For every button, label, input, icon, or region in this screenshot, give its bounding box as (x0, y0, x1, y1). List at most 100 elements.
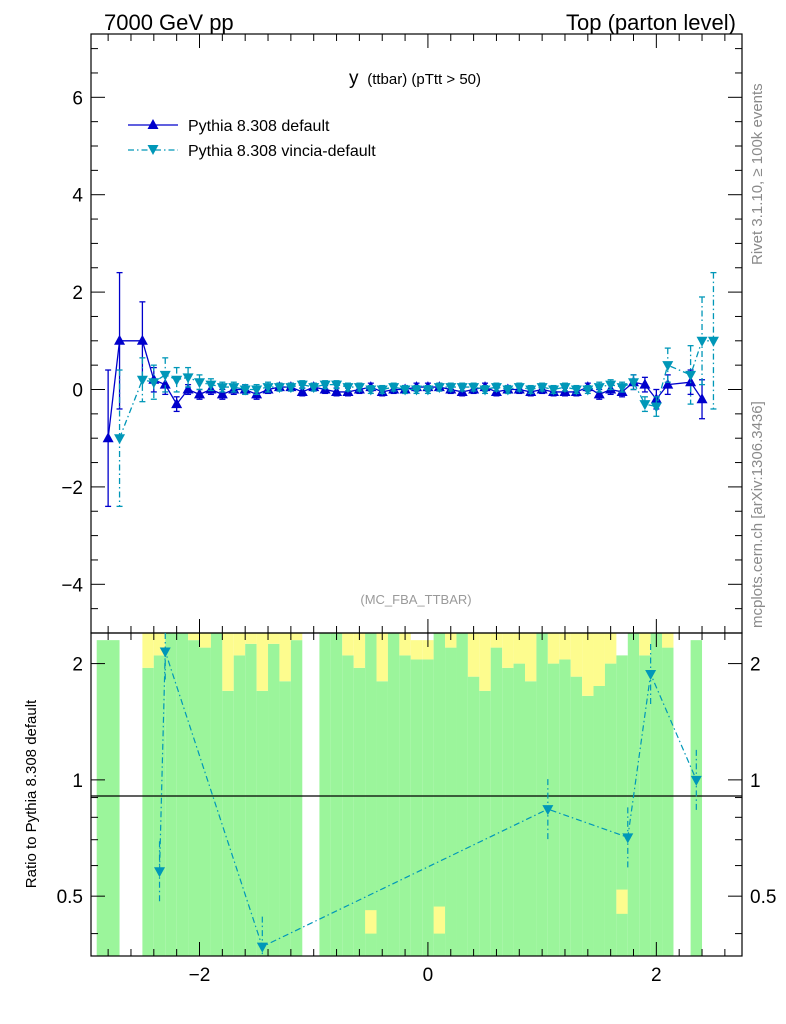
ratio-band-yellow (290, 633, 303, 641)
data-point-default (102, 432, 114, 443)
ratio-band-green (604, 663, 617, 956)
ratio-band-yellow (422, 640, 434, 660)
ratio-y-tick-label: 0.5 (57, 887, 83, 908)
ratio-uncertainty-bands (96, 633, 703, 956)
legend-label-default: Pythia 8.308 default (188, 118, 330, 135)
ratio-band-green (547, 663, 560, 956)
ratio-band-green (222, 690, 234, 956)
data-point-vincia (331, 380, 343, 391)
ratio-y-tick-label-right: 2 (750, 655, 761, 676)
data-point-vincia (696, 336, 708, 347)
ratio-band-green (445, 647, 457, 956)
ratio-band-yellow (410, 640, 423, 660)
main-y-tick-label: 4 (72, 186, 83, 207)
data-point-vincia (628, 378, 639, 389)
ratio-band-green (422, 659, 434, 956)
main-y-tick-label: −4 (61, 575, 83, 596)
main-y-axis: −4 −2 0 2 4 6 (61, 48, 742, 634)
ratio-band-yellow (559, 633, 571, 660)
ratio-points (154, 633, 702, 956)
data-point-default (331, 385, 343, 396)
data-point-default (593, 388, 605, 399)
data-point-vincia (593, 383, 605, 394)
data-point-vincia (582, 385, 594, 396)
data-point-default (639, 378, 651, 389)
data-point-vincia (456, 383, 468, 394)
ratio-band-green (616, 655, 628, 956)
ratio-band-yellow (188, 633, 200, 641)
ratio-band-green (256, 690, 269, 956)
ratio-x-tick-label: −2 (189, 965, 211, 986)
ratio-band-green (570, 676, 583, 956)
ratio-band-yellow (513, 633, 525, 664)
ratio-point-vincia (256, 942, 268, 953)
ratio-band-green (559, 659, 571, 956)
ratio-y-tick-label: 2 (72, 655, 83, 676)
ratio-band-green (319, 633, 331, 956)
data-point-vincia (365, 385, 377, 396)
main-y-tick-label: 2 (72, 283, 83, 304)
data-point-default (171, 398, 183, 409)
series-layer (102, 271, 719, 508)
data-point-vincia (285, 383, 297, 394)
main-y-tick-label: 0 (72, 381, 83, 402)
ratio-band-yellow (662, 633, 674, 648)
ratio-band-green (176, 633, 189, 956)
ratio-band-green (467, 676, 480, 956)
data-point-default (136, 334, 148, 345)
main-x-axis (107, 34, 726, 633)
ratio-band-green (639, 655, 651, 956)
ratio-band-green (330, 633, 343, 956)
main-y-tick-label: −2 (61, 478, 83, 499)
data-point-vincia (239, 385, 251, 396)
ratio-y-axis: 0.5 0.5 1 1 2 2 (57, 655, 776, 935)
ratio-band-green (662, 647, 674, 956)
plot-title: y (ttbar) (pTtt > 50) (349, 68, 481, 89)
data-point-default (662, 378, 674, 389)
ratio-band-yellow (353, 633, 366, 668)
data-point-vincia (319, 380, 331, 391)
data-point-vincia (548, 385, 560, 396)
legend-marker-default (147, 119, 159, 129)
data-point-vincia (433, 383, 445, 394)
ratio-band-yellow (604, 633, 617, 664)
plot-title-sub: (ttbar) (pTtt > 50) (367, 71, 481, 88)
data-point-default (114, 334, 126, 345)
ratio-band-yellow (342, 633, 354, 656)
ratio-band-green (593, 685, 605, 956)
ratio-x-tick-label: 0 (423, 965, 434, 986)
ratio-point-vincia (622, 833, 634, 844)
ratio-band-yellow (582, 633, 594, 696)
data-point-vincia (205, 380, 217, 391)
data-point-default (194, 388, 205, 399)
ratio-band-green (165, 633, 177, 956)
data-point-default (216, 388, 228, 399)
data-point-vincia (605, 380, 617, 391)
data-point-vincia (502, 385, 514, 396)
ratio-ylabel: Ratio to Pythia 8.308 default (23, 699, 40, 888)
ratio-y-tick-label: 1 (72, 771, 83, 792)
ratio-point-vincia (645, 669, 657, 680)
mcplots-label: mcplots.cern.ch [arXiv:1306.3436] (749, 401, 766, 628)
data-point-vincia (228, 383, 240, 394)
data-point-vincia (308, 383, 320, 394)
ratio-band-green (490, 647, 503, 956)
ratio-band-yellow (490, 633, 503, 648)
data-point-vincia (468, 383, 480, 394)
data-point-vincia (639, 400, 651, 411)
ratio-band-green (199, 647, 211, 956)
ratio-band-yellow (376, 633, 388, 682)
data-point-default (159, 378, 171, 389)
data-point-default (182, 383, 194, 394)
ratio-band-green (188, 640, 200, 956)
data-point-vincia (353, 383, 365, 394)
ratio-band-green (525, 681, 537, 956)
data-point-vincia (513, 383, 525, 394)
ratio-band-green (342, 655, 354, 956)
ratio-x-tick-label: 2 (651, 965, 662, 986)
legend-label-vincia: Pythia 8.308 vincia-default (188, 143, 376, 160)
ratio-band-green (153, 655, 166, 956)
ratio-band-yellow (445, 633, 457, 648)
data-point-vincia (251, 385, 263, 396)
data-point-vincia (342, 383, 354, 394)
